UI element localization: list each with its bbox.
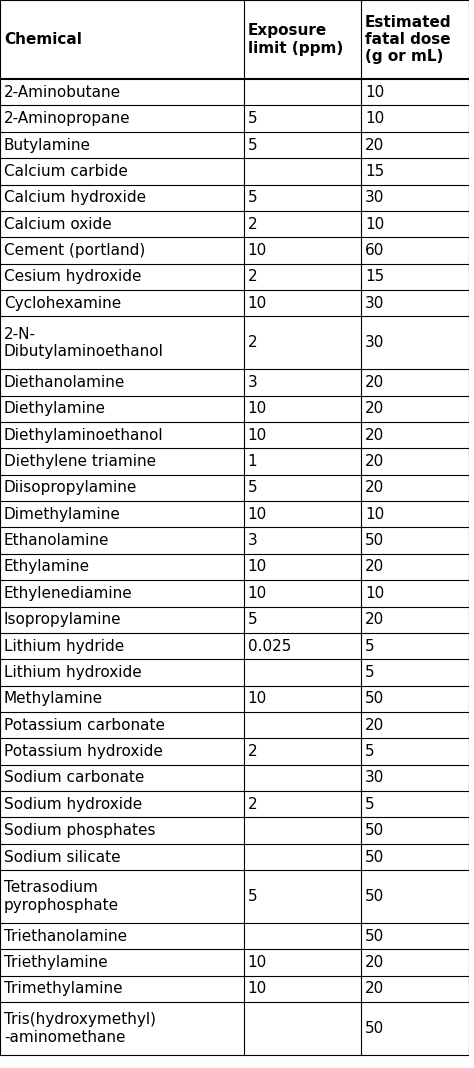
Text: 30: 30 bbox=[365, 190, 384, 205]
Text: Dimethylamine: Dimethylamine bbox=[4, 506, 120, 522]
Text: 5: 5 bbox=[365, 639, 374, 654]
Text: 5: 5 bbox=[247, 138, 257, 153]
Text: 1: 1 bbox=[247, 454, 257, 469]
Text: 20: 20 bbox=[365, 612, 384, 627]
Text: Tris(hydroxymethyl)
-aminomethane: Tris(hydroxymethyl) -aminomethane bbox=[4, 1012, 156, 1045]
Text: 3: 3 bbox=[247, 533, 257, 548]
Text: 50: 50 bbox=[365, 691, 384, 706]
Text: Ethylenediamine: Ethylenediamine bbox=[4, 586, 133, 601]
Text: Sodium carbonate: Sodium carbonate bbox=[4, 770, 144, 785]
Text: 10: 10 bbox=[247, 981, 267, 996]
Text: Exposure
limit (ppm): Exposure limit (ppm) bbox=[247, 23, 343, 56]
Text: 15: 15 bbox=[365, 163, 384, 179]
Text: Triethylamine: Triethylamine bbox=[4, 955, 108, 970]
Text: 2-N-
Dibutylaminoethanol: 2-N- Dibutylaminoethanol bbox=[4, 327, 164, 359]
Text: 20: 20 bbox=[365, 981, 384, 996]
Text: 10: 10 bbox=[247, 244, 267, 258]
Text: Sodium phosphates: Sodium phosphates bbox=[4, 823, 155, 838]
Text: 20: 20 bbox=[365, 481, 384, 496]
Text: Diethylaminoethanol: Diethylaminoethanol bbox=[4, 427, 164, 442]
Text: Calcium hydroxide: Calcium hydroxide bbox=[4, 190, 146, 205]
Text: Ethanolamine: Ethanolamine bbox=[4, 533, 109, 548]
Text: 10: 10 bbox=[365, 586, 384, 601]
Text: Isopropylamine: Isopropylamine bbox=[4, 612, 121, 627]
Text: 2: 2 bbox=[247, 797, 257, 812]
Text: Estimated
fatal dose
(g or mL): Estimated fatal dose (g or mL) bbox=[365, 15, 451, 64]
Text: Calcium oxide: Calcium oxide bbox=[4, 217, 111, 232]
Text: 3: 3 bbox=[247, 375, 257, 390]
Text: 10: 10 bbox=[247, 691, 267, 706]
Text: 30: 30 bbox=[365, 296, 384, 311]
Text: 50: 50 bbox=[365, 929, 384, 944]
Text: 0.025: 0.025 bbox=[247, 639, 291, 654]
Text: 20: 20 bbox=[365, 454, 384, 469]
Text: Potassium carbonate: Potassium carbonate bbox=[4, 718, 165, 733]
Text: Tetrasodium
pyrophosphate: Tetrasodium pyrophosphate bbox=[4, 880, 119, 913]
Text: 5: 5 bbox=[365, 744, 374, 759]
Text: 10: 10 bbox=[247, 427, 267, 442]
Text: 20: 20 bbox=[365, 718, 384, 733]
Text: Diisopropylamine: Diisopropylamine bbox=[4, 481, 137, 496]
Text: 10: 10 bbox=[247, 955, 267, 970]
Text: 10: 10 bbox=[365, 84, 384, 99]
Text: 30: 30 bbox=[365, 335, 384, 350]
Text: 2-Aminopropane: 2-Aminopropane bbox=[4, 111, 130, 126]
Text: Lithium hydride: Lithium hydride bbox=[4, 639, 124, 654]
Text: 30: 30 bbox=[365, 770, 384, 785]
Text: 20: 20 bbox=[365, 560, 384, 575]
Text: 10: 10 bbox=[365, 111, 384, 126]
Text: 50: 50 bbox=[365, 533, 384, 548]
Text: Trimethylamine: Trimethylamine bbox=[4, 981, 122, 996]
Text: 10: 10 bbox=[247, 560, 267, 575]
Text: Cesium hydroxide: Cesium hydroxide bbox=[4, 269, 141, 284]
Text: Chemical: Chemical bbox=[4, 32, 82, 47]
Text: 5: 5 bbox=[247, 190, 257, 205]
Text: Sodium silicate: Sodium silicate bbox=[4, 849, 120, 864]
Text: 10: 10 bbox=[247, 402, 267, 417]
Text: 20: 20 bbox=[365, 402, 384, 417]
Text: 2: 2 bbox=[247, 217, 257, 232]
Text: 20: 20 bbox=[365, 138, 384, 153]
Text: 5: 5 bbox=[247, 889, 257, 905]
Text: 20: 20 bbox=[365, 955, 384, 970]
Text: 20: 20 bbox=[365, 375, 384, 390]
Text: Cyclohexamine: Cyclohexamine bbox=[4, 296, 121, 311]
Text: Potassium hydroxide: Potassium hydroxide bbox=[4, 744, 163, 759]
Text: 50: 50 bbox=[365, 849, 384, 864]
Text: 50: 50 bbox=[365, 889, 384, 905]
Text: Ethylamine: Ethylamine bbox=[4, 560, 90, 575]
Text: Diethylene triamine: Diethylene triamine bbox=[4, 454, 156, 469]
Text: 2: 2 bbox=[247, 744, 257, 759]
Text: Diethanolamine: Diethanolamine bbox=[4, 375, 125, 390]
Text: 10: 10 bbox=[365, 217, 384, 232]
Text: Diethylamine: Diethylamine bbox=[4, 402, 106, 417]
Text: 10: 10 bbox=[247, 506, 267, 522]
Text: Cement (portland): Cement (portland) bbox=[4, 244, 145, 258]
Text: Triethanolamine: Triethanolamine bbox=[4, 929, 127, 944]
Text: 5: 5 bbox=[247, 111, 257, 126]
Text: 60: 60 bbox=[365, 244, 384, 258]
Text: 10: 10 bbox=[247, 296, 267, 311]
Text: 2-Aminobutane: 2-Aminobutane bbox=[4, 84, 121, 99]
Text: Calcium carbide: Calcium carbide bbox=[4, 163, 128, 179]
Text: 5: 5 bbox=[247, 481, 257, 496]
Text: 2: 2 bbox=[247, 335, 257, 350]
Text: 5: 5 bbox=[365, 665, 374, 680]
Text: Sodium hydroxide: Sodium hydroxide bbox=[4, 797, 142, 812]
Text: 10: 10 bbox=[247, 586, 267, 601]
Text: 20: 20 bbox=[365, 427, 384, 442]
Text: 50: 50 bbox=[365, 823, 384, 838]
Text: 2: 2 bbox=[247, 269, 257, 284]
Text: 50: 50 bbox=[365, 1021, 384, 1036]
Text: 5: 5 bbox=[247, 612, 257, 627]
Text: 10: 10 bbox=[365, 506, 384, 522]
Text: 5: 5 bbox=[365, 797, 374, 812]
Text: Lithium hydroxide: Lithium hydroxide bbox=[4, 665, 142, 680]
Text: Butylamine: Butylamine bbox=[4, 138, 91, 153]
Text: Methylamine: Methylamine bbox=[4, 691, 103, 706]
Text: 15: 15 bbox=[365, 269, 384, 284]
